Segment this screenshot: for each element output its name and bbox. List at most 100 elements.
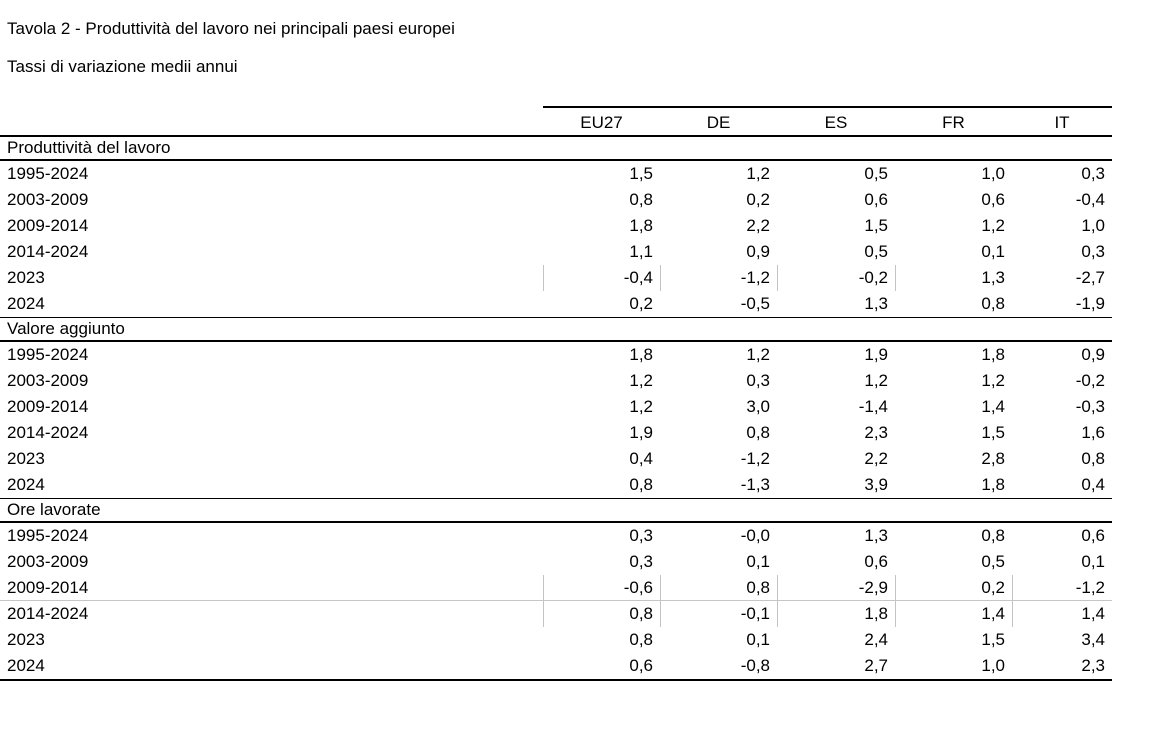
- value-cell: 1,5: [981, 423, 1005, 442]
- table-row: 1995-2024 1,8 1,2 1,9 1,8 0,9: [0, 342, 1112, 368]
- value-cell: 1,8: [981, 475, 1005, 494]
- row-period-label: 2003-2009: [7, 371, 89, 390]
- section-title: Produttività del lavoro: [7, 138, 171, 157]
- value-cell: 0,6: [864, 552, 888, 571]
- table-row: 2003-2009 1,2 0,3 1,2 1,2 -0,2: [0, 368, 1112, 394]
- value-cell: 0,6: [629, 656, 653, 675]
- value-cell: 1,2: [629, 397, 653, 416]
- value-cell: 2,2: [864, 449, 888, 468]
- value-cell: -0,1: [660, 601, 777, 627]
- value-cell: 3,4: [1081, 630, 1105, 649]
- value-cell: 0,6: [981, 190, 1005, 209]
- table-row: 2003-2009 0,3 0,1 0,6 0,5 0,1: [0, 549, 1112, 575]
- row-period-label: 2014-2024: [7, 604, 89, 623]
- value-cell: 0,8: [660, 575, 777, 600]
- value-cell: 1,5: [629, 164, 653, 183]
- value-cell: 1,2: [629, 371, 653, 390]
- value-cell: 0,9: [1081, 345, 1105, 364]
- value-cell: -1,9: [1075, 294, 1105, 313]
- value-cell: -0,8: [740, 656, 770, 675]
- value-cell: -1,4: [858, 397, 888, 416]
- value-cell: -0,5: [740, 294, 770, 313]
- table-row: 1995-2024 1,5 1,2 0,5 1,0 0,3: [0, 161, 1112, 187]
- table-row: 2024 0,6 -0,8 2,7 1,0 2,3: [0, 653, 1112, 679]
- value-cell: 1,2: [981, 216, 1005, 235]
- value-cell: 0,8: [981, 526, 1005, 545]
- value-cell: -2,9: [777, 575, 895, 600]
- value-cell: 1,4: [895, 601, 1012, 627]
- column-header-it: IT: [1012, 106, 1112, 135]
- value-cell: 0,1: [981, 242, 1005, 261]
- value-cell: 1,6: [1081, 423, 1105, 442]
- row-period-label: 2009-2014: [7, 216, 89, 235]
- value-cell: 1,8: [629, 216, 653, 235]
- table-row: 2023 0,8 0,1 2,4 1,5 3,4: [0, 627, 1112, 653]
- column-header-fr: FR: [895, 106, 1012, 135]
- row-period-label: 2024: [7, 294, 45, 313]
- value-cell: 0,1: [1081, 552, 1105, 571]
- value-cell: 0,3: [629, 526, 653, 545]
- value-cell: 0,6: [1081, 526, 1105, 545]
- table-row: 2023 -0,4 -1,2 -0,2 1,3 -2,7: [0, 265, 1112, 291]
- table-row: 2014-2024 1,9 0,8 2,3 1,5 1,6: [0, 420, 1112, 446]
- value-cell: 1,8: [629, 345, 653, 364]
- row-period-label: 2023: [7, 268, 45, 287]
- value-cell: 0,8: [981, 294, 1005, 313]
- row-period-label: 2023: [7, 630, 45, 649]
- value-cell: 0,5: [864, 242, 888, 261]
- value-cell: 3,0: [746, 397, 770, 416]
- value-cell: 0,1: [746, 552, 770, 571]
- value-cell: -0,2: [777, 265, 895, 291]
- value-cell: 0,2: [629, 294, 653, 313]
- value-cell: 2,3: [864, 423, 888, 442]
- value-cell: 1,3: [864, 294, 888, 313]
- value-cell: -0,0: [740, 526, 770, 545]
- value-cell: 1,4: [1012, 601, 1112, 627]
- section-title-row: Ore lavorate: [0, 498, 1112, 523]
- value-cell: 0,5: [864, 164, 888, 183]
- section-title-row: Valore aggiunto: [0, 317, 1112, 342]
- value-cell: 1,4: [981, 397, 1005, 416]
- value-cell: 0,2: [746, 190, 770, 209]
- table-row: 2009-2014 1,8 2,2 1,5 1,2 1,0: [0, 213, 1112, 239]
- value-cell: 0,4: [629, 449, 653, 468]
- value-cell: 1,1: [629, 242, 653, 261]
- value-cell: 1,8: [777, 601, 895, 627]
- table-row: 2024 0,8 -1,3 3,9 1,8 0,4: [0, 472, 1112, 498]
- value-cell: 0,8: [1081, 449, 1105, 468]
- value-cell: -0,4: [543, 265, 660, 291]
- column-header-es: ES: [777, 106, 895, 135]
- value-cell: 0,3: [1081, 164, 1105, 183]
- table-body: Produttività del lavoro 1995-2024 1,5 1,2 0,…: [0, 137, 1112, 679]
- value-cell: 0,5: [981, 552, 1005, 571]
- row-period-label: 1995-2024: [7, 526, 89, 545]
- row-period-label: 2024: [7, 475, 45, 494]
- value-cell: -1,2: [740, 449, 770, 468]
- value-cell: 0,8: [543, 601, 660, 627]
- value-cell: 0,4: [1081, 475, 1105, 494]
- value-cell: 2,3: [1081, 656, 1105, 675]
- value-cell: 0,3: [746, 371, 770, 390]
- value-cell: 3,9: [864, 475, 888, 494]
- value-cell: -1,3: [740, 475, 770, 494]
- value-cell: 0,1: [746, 630, 770, 649]
- value-cell: 0,8: [629, 630, 653, 649]
- value-cell: -0,2: [1075, 371, 1105, 390]
- value-cell: 0,9: [746, 242, 770, 261]
- row-period-label: 2003-2009: [7, 552, 89, 571]
- section-title: Valore aggiunto: [7, 319, 125, 338]
- value-cell: 2,4: [864, 630, 888, 649]
- table-subtitle: Tassi di variazione medii annui: [7, 57, 238, 76]
- value-cell: -0,4: [1075, 190, 1105, 209]
- section-title-row: Produttività del lavoro: [0, 137, 1112, 161]
- value-cell: 1,0: [981, 164, 1005, 183]
- row-period-label: 2023: [7, 449, 45, 468]
- value-cell: 2,8: [981, 449, 1005, 468]
- value-cell: 2,2: [746, 216, 770, 235]
- row-period-label: 1995-2024: [7, 345, 89, 364]
- value-cell: 0,8: [629, 190, 653, 209]
- table-row: 2023 0,4 -1,2 2,2 2,8 0,8: [0, 446, 1112, 472]
- value-cell: 1,3: [864, 526, 888, 545]
- value-cell: 1,9: [629, 423, 653, 442]
